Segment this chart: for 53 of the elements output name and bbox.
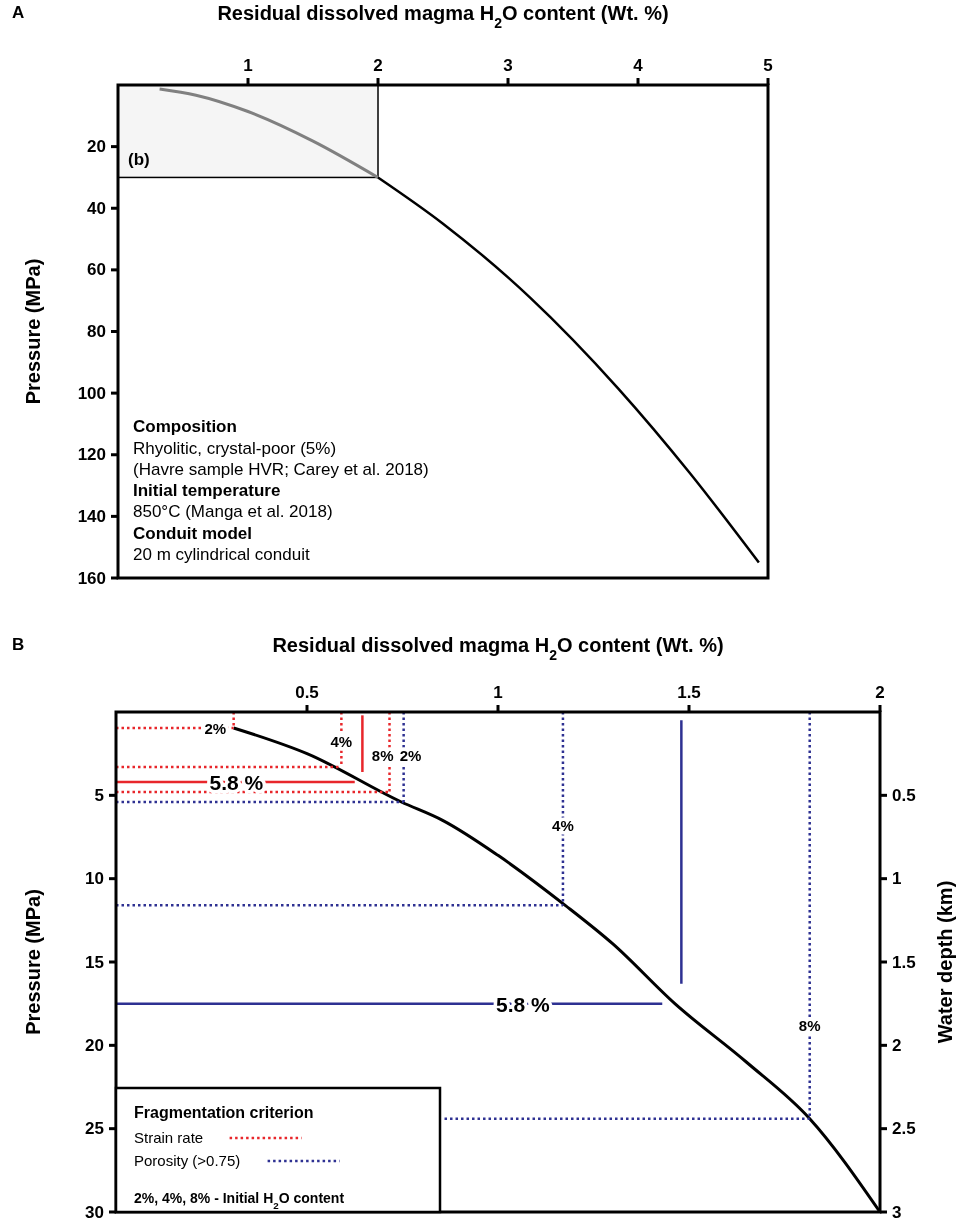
legend-title: Fragmentation criterion (134, 1104, 314, 1121)
x-tick-label: 2 (373, 56, 383, 75)
y-tick-label: 100 (77, 383, 106, 403)
y2-tick-label: 1 (892, 869, 902, 889)
y-tick-label: 40 (87, 198, 106, 218)
x-tick-label: 4 (633, 56, 644, 75)
x-tick-label: 3 (503, 56, 513, 75)
y2-tick-label: 2.5 (892, 1119, 916, 1139)
y-tick-label: 30 (85, 1202, 104, 1219)
annotation: 8% (371, 746, 394, 764)
chart-title: A (12, 3, 25, 22)
x-axis-title: Residual dissolved magma H$_{2}$O content (Wt. %) (272, 634, 724, 663)
y-tick-label: 80 (87, 322, 106, 341)
annotation: 2% (204, 719, 227, 737)
chart-title: B (12, 635, 25, 654)
y-tick-label: 5 (94, 785, 104, 805)
y-tick-label: 10 (85, 869, 104, 889)
legend-label: Porosity (>0.75) (134, 1152, 241, 1169)
y2-tick-label: 1.5 (892, 952, 916, 972)
annotation: Rhyolitic, crystal-poor (5%) (Havre sample HVR; Carey et al. 2018) (133, 438, 429, 479)
y-tick-label: 15 (85, 952, 104, 972)
x-tick-label: 1.5 (677, 683, 701, 702)
annotation: 20 m cylindrical conduit (133, 545, 310, 564)
x-axis-title: Residual dissolved magma H$_{2}$O content (Wt. %) (217, 2, 669, 31)
annotation: Composition (133, 417, 237, 437)
annotation: (b) (128, 150, 150, 170)
y-axis-title: Pressure (MPa) (22, 258, 44, 405)
x-tick-label: 1 (243, 56, 253, 75)
annotation: 2%, 4%, 8% - Initial H$_{2}$O content (134, 1190, 345, 1211)
x-tick-label: 2 (875, 683, 885, 702)
y-tick-label: 120 (77, 445, 106, 465)
x-tick-label: 1 (493, 683, 503, 702)
annotation: 8% (798, 1016, 821, 1034)
annotation: 850°C (Manga et al. 2018) (133, 502, 333, 522)
y2-tick-label: 2 (892, 1035, 902, 1055)
annotation: Conduit model (133, 523, 252, 543)
y-tick-label: 20 (85, 1035, 104, 1055)
y2-axis-title: Water depth (km) (934, 880, 956, 1044)
x-tick-label: 5 (763, 56, 773, 75)
y-tick-label: 140 (77, 506, 106, 526)
y-tick-label: 60 (87, 260, 106, 280)
y-tick-label: 160 (77, 568, 106, 588)
y-tick-label: 20 (87, 137, 106, 157)
y-axis-title: Pressure (MPa) (22, 889, 44, 1035)
legend-label: Strain rate (134, 1129, 204, 1146)
annotation: 4% (330, 732, 353, 750)
annotation: Initial temperature (133, 481, 281, 501)
y2-tick-label: 3 (892, 1202, 902, 1219)
annotation: 2% (399, 746, 422, 764)
y-tick-label: 25 (85, 1119, 104, 1139)
x-tick-label: 0.5 (295, 683, 319, 702)
annotation: 4% (552, 816, 574, 834)
y2-tick-label: 0.5 (892, 785, 916, 805)
